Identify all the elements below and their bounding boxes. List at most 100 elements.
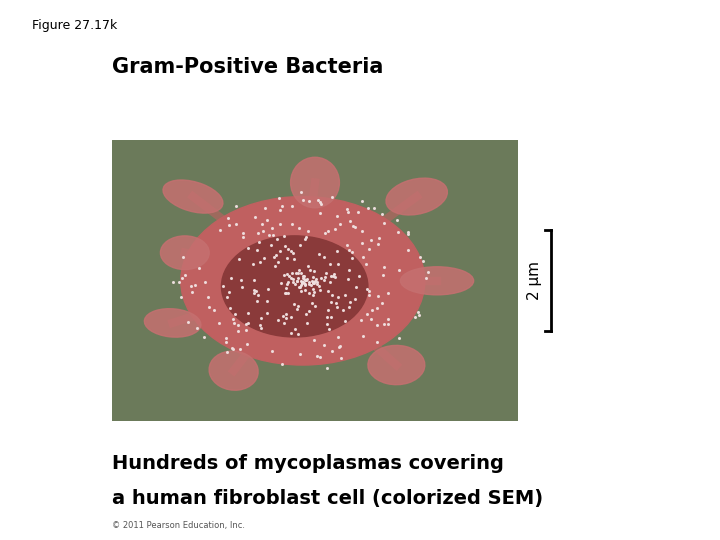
Point bbox=[282, 277, 293, 286]
Point bbox=[297, 278, 308, 286]
Point bbox=[220, 338, 232, 347]
Point bbox=[333, 333, 344, 341]
Point bbox=[299, 286, 310, 294]
Point bbox=[365, 314, 377, 323]
Point bbox=[318, 253, 330, 261]
Point bbox=[248, 289, 259, 298]
Point bbox=[232, 326, 243, 335]
Point bbox=[248, 276, 260, 285]
Point bbox=[341, 241, 353, 249]
Point bbox=[242, 319, 253, 327]
Point bbox=[279, 288, 291, 297]
Point bbox=[307, 278, 318, 286]
Point bbox=[321, 313, 333, 321]
Point bbox=[352, 207, 364, 216]
Point bbox=[281, 253, 292, 262]
Point bbox=[308, 336, 320, 345]
Point bbox=[269, 261, 281, 270]
Point bbox=[312, 196, 324, 205]
Point bbox=[315, 353, 326, 361]
Point bbox=[274, 193, 285, 202]
Point bbox=[291, 277, 302, 286]
Point bbox=[374, 234, 385, 242]
Point bbox=[366, 306, 378, 314]
Point bbox=[313, 281, 325, 290]
Point bbox=[307, 273, 319, 281]
Point bbox=[357, 252, 369, 261]
Ellipse shape bbox=[163, 180, 223, 213]
Point bbox=[192, 323, 203, 332]
Point bbox=[292, 277, 303, 286]
Point bbox=[371, 303, 382, 312]
Point bbox=[289, 325, 301, 333]
Point bbox=[243, 244, 254, 253]
Point bbox=[278, 319, 289, 327]
Point bbox=[242, 340, 253, 348]
Point bbox=[285, 273, 297, 282]
Point bbox=[318, 341, 330, 350]
Point bbox=[372, 240, 384, 249]
Point bbox=[287, 277, 299, 286]
Point bbox=[240, 325, 251, 334]
Point bbox=[290, 269, 302, 278]
Point bbox=[221, 348, 233, 357]
Point bbox=[285, 246, 297, 255]
Point bbox=[279, 271, 290, 279]
Point bbox=[343, 246, 355, 254]
Point bbox=[321, 320, 333, 328]
Point bbox=[310, 276, 321, 285]
Point bbox=[293, 224, 305, 233]
Point bbox=[393, 334, 405, 342]
Point bbox=[235, 275, 247, 284]
Point bbox=[251, 245, 263, 254]
Point bbox=[280, 284, 292, 293]
Point bbox=[345, 298, 356, 306]
Point bbox=[356, 197, 368, 206]
Text: 2 μm: 2 μm bbox=[528, 261, 542, 300]
Point bbox=[423, 267, 434, 276]
Point bbox=[300, 280, 311, 289]
Point bbox=[248, 286, 260, 294]
Point bbox=[249, 212, 261, 221]
Point bbox=[302, 226, 313, 235]
Point bbox=[286, 219, 297, 228]
Point bbox=[292, 302, 304, 310]
Point bbox=[288, 300, 300, 309]
Point bbox=[360, 260, 372, 268]
Point bbox=[208, 306, 220, 314]
Point bbox=[413, 308, 424, 316]
Point bbox=[325, 260, 336, 268]
Point bbox=[307, 285, 318, 293]
Point bbox=[295, 287, 307, 296]
Point bbox=[274, 205, 286, 214]
Point bbox=[279, 242, 291, 251]
Point bbox=[303, 307, 315, 315]
Point bbox=[307, 299, 318, 307]
Point bbox=[311, 280, 323, 288]
Point bbox=[274, 246, 286, 255]
Point bbox=[343, 303, 355, 312]
Point bbox=[263, 285, 274, 294]
Point bbox=[230, 220, 242, 228]
Point bbox=[341, 205, 353, 213]
Point bbox=[230, 201, 241, 210]
Point bbox=[225, 274, 236, 283]
Point bbox=[292, 273, 304, 282]
Point bbox=[318, 275, 330, 284]
Point bbox=[298, 272, 310, 280]
Point bbox=[330, 225, 341, 233]
Point bbox=[227, 345, 238, 354]
Point bbox=[223, 220, 235, 229]
Text: © 2011 Pearson Education, Inc.: © 2011 Pearson Education, Inc. bbox=[112, 521, 245, 530]
Point bbox=[333, 260, 344, 269]
Point bbox=[295, 276, 307, 285]
Point bbox=[382, 289, 394, 298]
Point bbox=[233, 320, 244, 329]
Point bbox=[297, 272, 309, 280]
Point bbox=[303, 278, 315, 286]
Point bbox=[326, 192, 338, 201]
Point bbox=[275, 279, 287, 287]
Point bbox=[330, 299, 341, 307]
Point bbox=[294, 282, 305, 291]
Point bbox=[223, 288, 235, 297]
